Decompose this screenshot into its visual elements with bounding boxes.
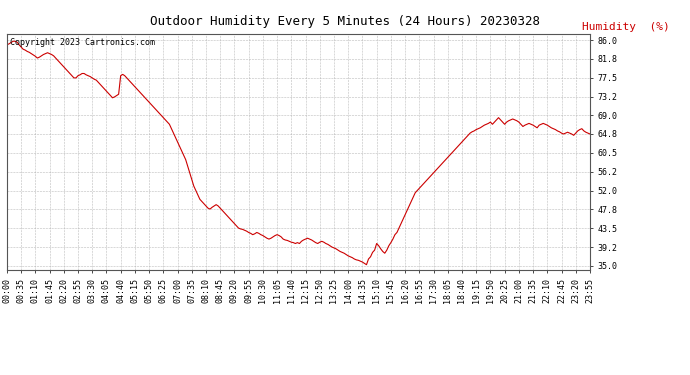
Text: Copyright 2023 Cartronics.com: Copyright 2023 Cartronics.com [10, 39, 155, 48]
Text: Outdoor Humidity Every 5 Minutes (24 Hours) 20230328: Outdoor Humidity Every 5 Minutes (24 Hou… [150, 15, 540, 28]
Text: Humidity  (%): Humidity (%) [582, 22, 669, 33]
